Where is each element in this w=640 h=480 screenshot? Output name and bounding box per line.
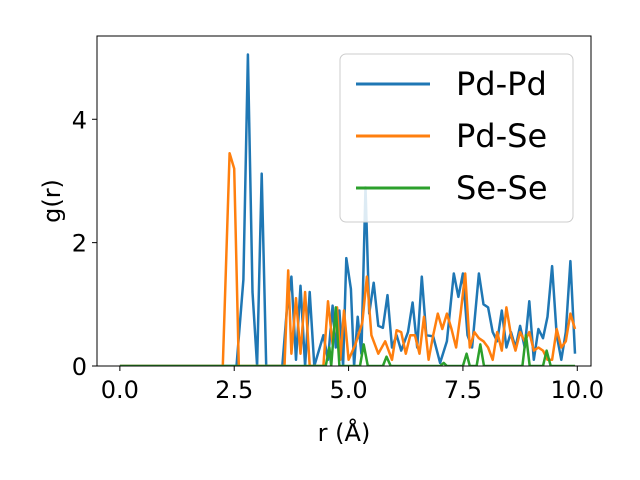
legend-box <box>339 53 574 223</box>
x-axis-ticks: 0.0 2.5 5.0 7.5 10.0 <box>101 366 604 404</box>
x-tick-label: 5.0 <box>329 376 367 404</box>
plot-frame <box>96 35 592 367</box>
x-tick-label: 2.5 <box>215 376 253 404</box>
y-tick-label: 0 <box>72 353 87 381</box>
series-layer <box>119 53 577 366</box>
x-tick-label: 7.5 <box>444 376 482 404</box>
y-axis-ticks: 0 2 4 <box>72 106 97 381</box>
legend-label: Pd-Pd <box>456 65 547 103</box>
legend-label: Se-Se <box>456 169 548 207</box>
y-tick-label: 2 <box>72 230 87 258</box>
chart-legend: Pd-Pd Pd-Se Se-Se <box>339 53 574 223</box>
series-line-se-se <box>119 306 575 366</box>
y-axis-label: g(r) <box>38 179 66 223</box>
x-tick-label: 10.0 <box>551 376 604 404</box>
x-tick-label: 0.0 <box>101 376 139 404</box>
y-tick-label: 4 <box>72 106 87 134</box>
x-axis-label: r (Å) <box>318 418 371 447</box>
legend-label: Pd-Se <box>456 117 547 155</box>
